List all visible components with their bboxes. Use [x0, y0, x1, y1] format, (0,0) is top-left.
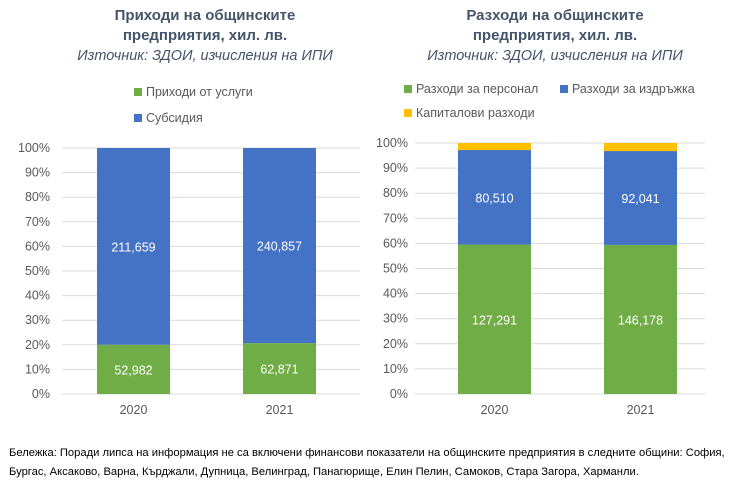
subtitle: Източник: ЗДОИ, изчисления на ИПИ	[77, 48, 333, 64]
legend-item: Разходи за персонал	[404, 82, 538, 96]
y-tick-label: 80%	[383, 186, 408, 200]
data-label: 240,857	[257, 240, 302, 254]
title-text: Разходи на общинските предприятия, хил. …	[466, 7, 644, 44]
y-tick-label: 0%	[32, 387, 50, 401]
bar-segment	[243, 148, 316, 344]
bar-segment	[604, 143, 677, 152]
bar-segment	[458, 150, 531, 245]
legend-swatch	[134, 88, 142, 96]
bar-segment	[458, 244, 531, 394]
y-tick-label: 100%	[376, 136, 408, 150]
y-tick-label: 90%	[25, 166, 50, 180]
subtitle: Източник: ЗДОИ, изчисления на ИПИ	[427, 48, 683, 64]
y-tick-label: 30%	[383, 312, 408, 326]
legend-swatch	[404, 109, 412, 117]
legend-swatch	[560, 85, 568, 93]
bar-segment	[604, 151, 677, 245]
bar-segment	[97, 148, 170, 345]
x-tick-label: 2020	[120, 403, 148, 417]
y-tick-label: 10%	[25, 362, 50, 376]
y-tick-label: 90%	[383, 161, 408, 175]
y-tick-label: 40%	[383, 287, 408, 301]
legend-item: Субсидия	[134, 111, 203, 125]
y-tick-label: 60%	[383, 236, 408, 250]
y-tick-label: 30%	[25, 313, 50, 327]
legend-item: Приходи от услуги	[134, 85, 253, 99]
legend-label: Субсидия	[146, 111, 203, 125]
x-tick-label: 2021	[627, 403, 655, 417]
data-label: 62,871	[260, 363, 298, 377]
data-label: 52,982	[114, 363, 152, 377]
bar-segment	[97, 344, 170, 394]
data-label: 127,291	[472, 313, 517, 327]
bar-segment	[243, 343, 316, 394]
y-tick-label: 100%	[18, 141, 50, 155]
x-tick-label: 2020	[481, 403, 509, 417]
x-tick-label: 2021	[266, 403, 294, 417]
data-label: 80,510	[475, 191, 513, 205]
y-tick-label: 60%	[25, 239, 50, 253]
y-tick-label: 10%	[383, 362, 408, 376]
charts-svg: 0% 10% 20% 30% 40% 50% 60% 70% 80% 90% 100% 52,982 2…	[18, 136, 705, 417]
legend-label: Разходи за издръжка	[572, 82, 695, 96]
legend-swatch	[404, 85, 412, 93]
y-tick-label: 20%	[383, 337, 408, 351]
title-text: Приходи на общинските предприятия, хил. …	[114, 7, 296, 44]
y-tick-label: 20%	[25, 338, 50, 352]
legend-item: Капиталови разходи	[404, 106, 535, 120]
y-tick-label: 80%	[25, 190, 50, 204]
legend-item: Разходи за издръжка	[560, 82, 695, 96]
data-label: 211,659	[111, 240, 155, 254]
right-chart-title: Разходи на общинските предприятия, хил. …	[390, 6, 720, 66]
data-label: 92,041	[621, 192, 659, 206]
legend-swatch	[134, 114, 142, 122]
footnote: Бележка: Поради липса на информация не с…	[9, 447, 725, 478]
legend-label: Приходи от услуги	[146, 85, 253, 99]
y-tick-label: 40%	[25, 289, 50, 303]
left-chart-title: Приходи на общинските предприятия, хил. …	[40, 6, 370, 66]
legend-label: Разходи за персонал	[416, 82, 539, 96]
bar-segment	[604, 244, 677, 394]
y-tick-label: 70%	[383, 211, 408, 225]
y-tick-label: 50%	[383, 262, 408, 276]
y-tick-label: 0%	[390, 387, 408, 401]
y-tick-label: 70%	[25, 215, 50, 229]
y-tick-label: 50%	[25, 264, 50, 278]
data-label: 146,178	[618, 313, 663, 327]
legend-label: Капиталови разходи	[416, 106, 535, 120]
bar-segment	[458, 143, 531, 151]
